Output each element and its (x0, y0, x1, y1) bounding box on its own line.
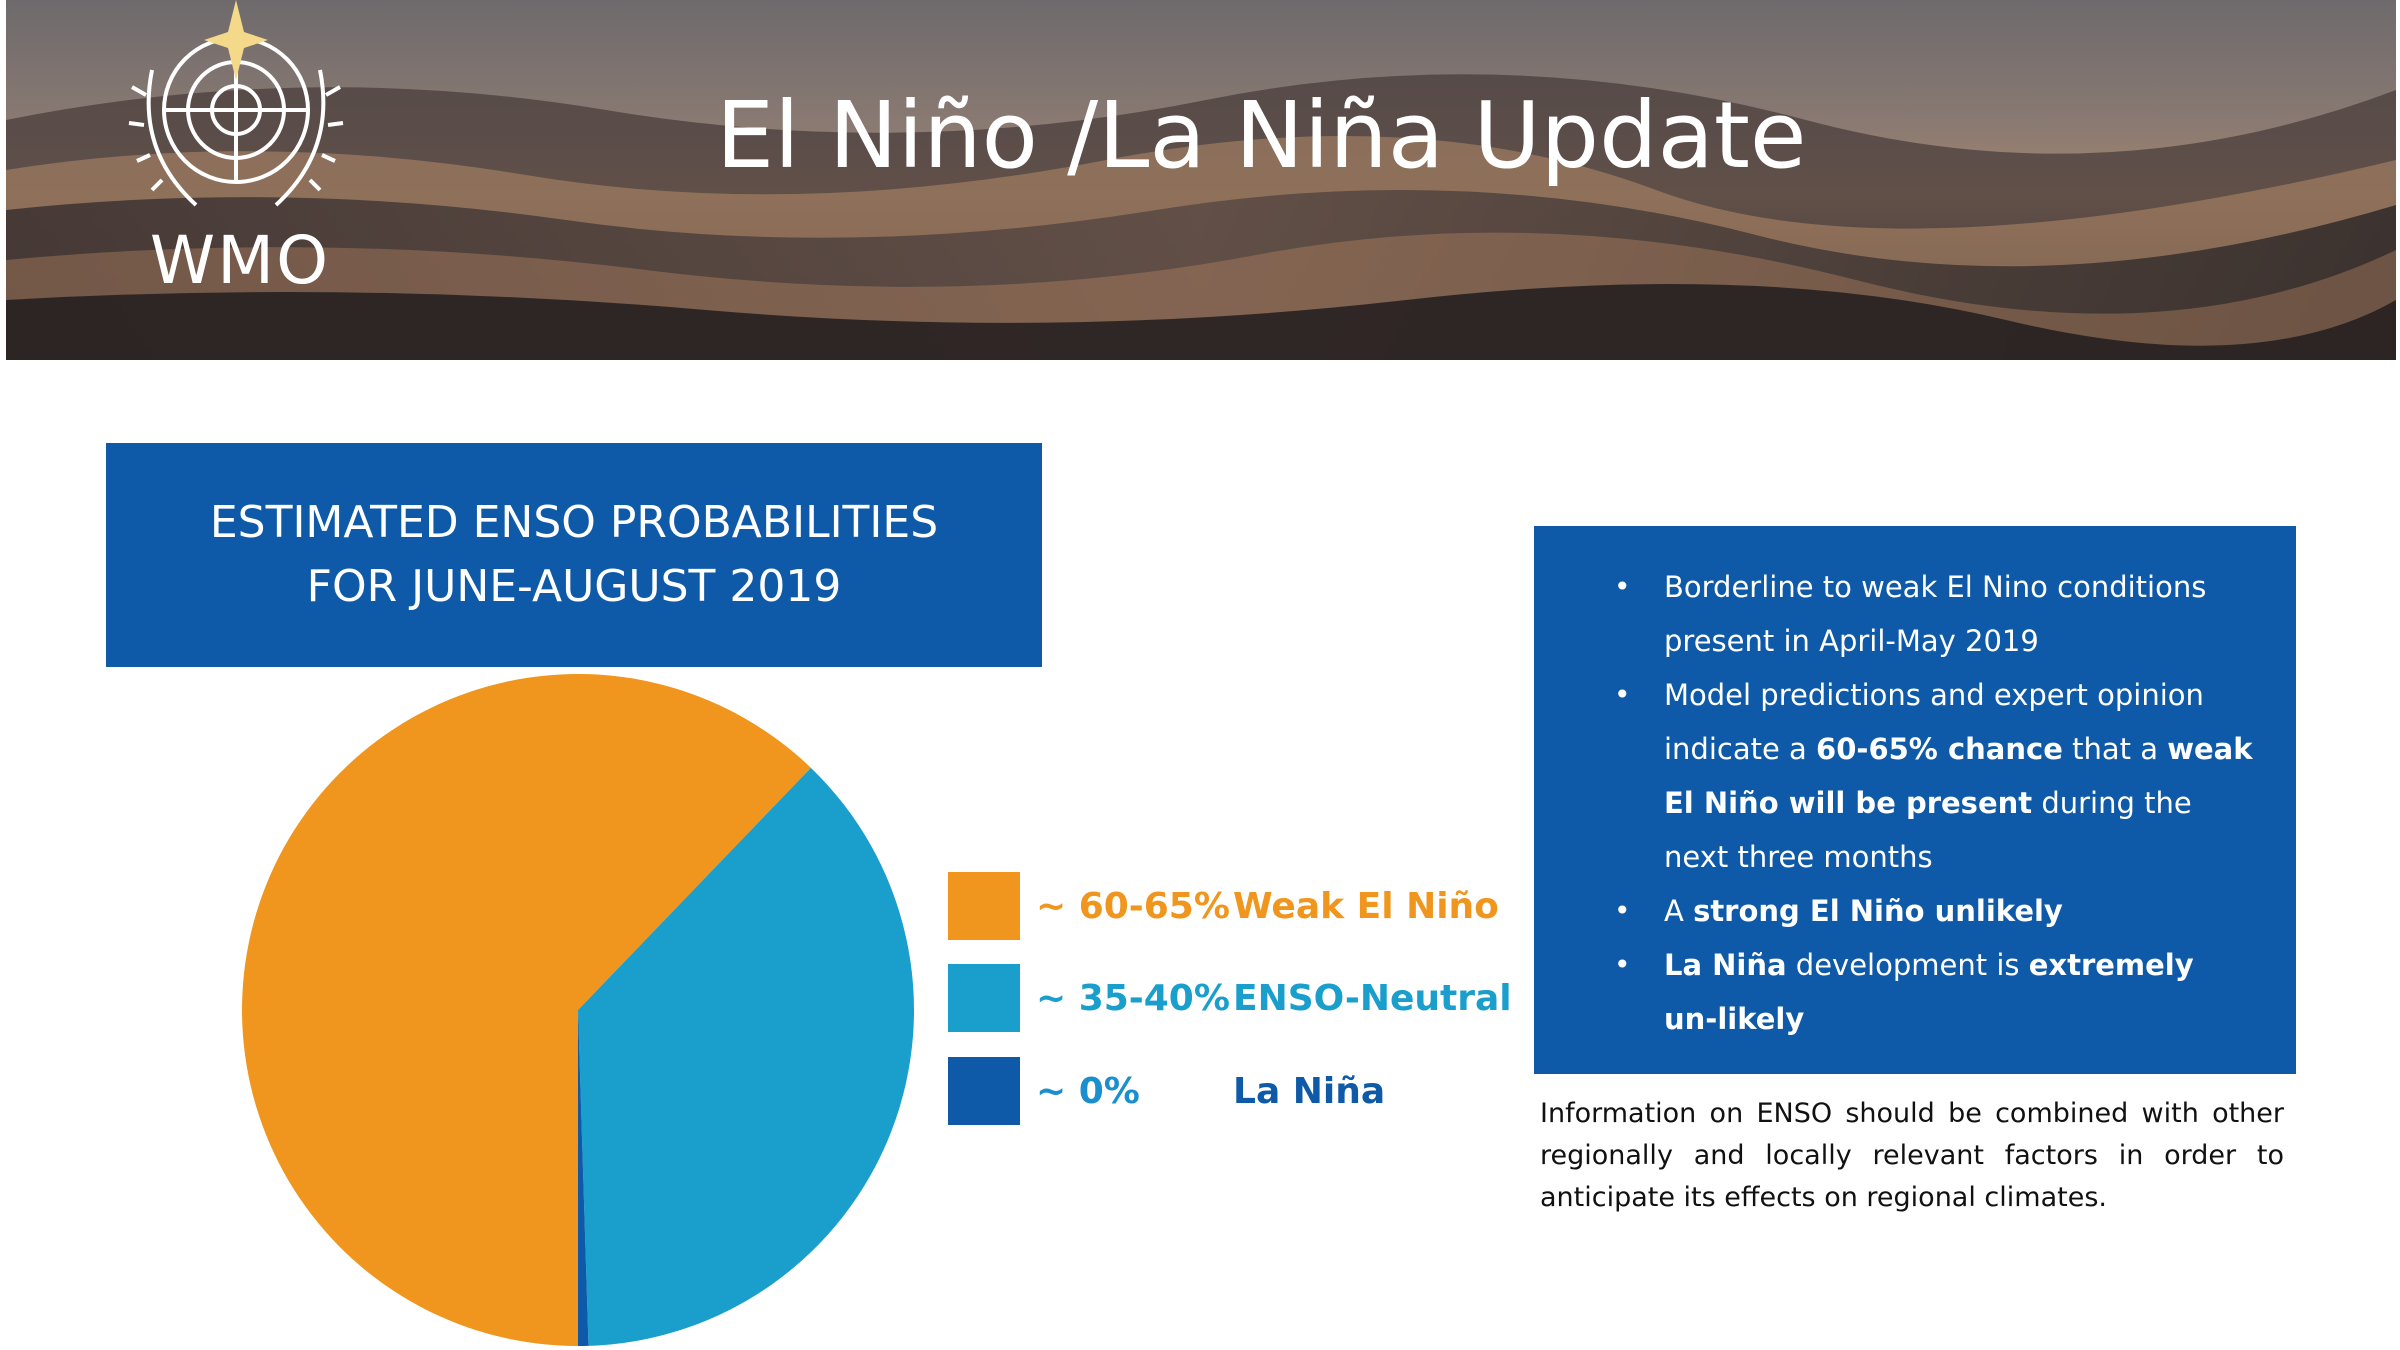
legend-swatch-la-nina (948, 1057, 1020, 1125)
summary-bullet-text: La Niña (1664, 948, 1787, 982)
summary-bullet-list: Borderline to weak El Nino conditions pr… (1570, 560, 2256, 1046)
pie-slice-weak-el-ni-o (242, 674, 811, 1346)
summary-bullet-text: during the next three months (1664, 786, 2192, 874)
summary-bullet-text: A (1664, 894, 1694, 928)
summary-bullet: La Niña development is extremely un-like… (1570, 938, 2256, 1046)
legend-value-neutral: ~ 35-40% (1036, 978, 1230, 1019)
page-title: El Niño /La Niña Update (716, 82, 1807, 189)
summary-bullet: A strong El Niño unlikely (1570, 884, 2256, 938)
legend-item-el-nino: ~ 60-65% Weak El Niño (948, 872, 1499, 940)
chart-title-line-1: ESTIMATED ENSO PROBABILITIES (209, 497, 939, 548)
legend-item-neutral: ~ 35-40% ENSO-Neutral (948, 964, 1512, 1032)
summary-bullet-text: 60-65% chance (1816, 732, 2063, 766)
enso-note: Information on ENSO should be combined w… (1540, 1098, 2284, 1213)
enso-pie-chart (242, 674, 915, 1346)
wmo-logo-text: WMO (149, 222, 331, 299)
chart-title-box: ESTIMATED ENSO PROBABILITIES FOR JUNE-AU… (106, 443, 1042, 667)
legend-value-la-nina: ~ 0% (1036, 1071, 1140, 1112)
legend-swatch-el-nino (948, 872, 1020, 940)
summary-bullet-text: Model predictions and expert opinion ind… (1664, 678, 2204, 766)
legend-label-la-nina: La Niña (1233, 1071, 1386, 1112)
summary-bullet-text: weak El Niño will be present (1664, 732, 2253, 820)
summary-bullet-text: extremely un-likely (1664, 948, 2194, 1036)
header-banner: WMO El Niño /La Niña Update (6, 0, 2396, 360)
summary-bullet-text: strong El Niño unlikely (1693, 894, 2063, 928)
un-wmo-emblem-icon (128, 0, 344, 207)
pie-slice-enso-neutral (578, 767, 915, 1346)
legend-item-la-nina: ~ 0% La Niña (948, 1057, 1385, 1125)
legend-swatch-neutral (948, 964, 1020, 1032)
summary-box: Borderline to weak El Nino conditions pr… (1534, 526, 2296, 1074)
ocean-wave-image (6, 0, 2396, 360)
summary-bullet-text: that a (2062, 732, 2168, 766)
pie-slice-la-ni-a (578, 1010, 589, 1346)
summary-bullet: Borderline to weak El Nino conditions pr… (1570, 560, 2256, 668)
legend-value-el-nino: ~ 60-65% (1036, 886, 1230, 927)
legend-label-neutral: ENSO-Neutral (1233, 978, 1512, 1019)
legend-label-el-nino: Weak El Niño (1233, 886, 1499, 927)
summary-bullet: Model predictions and expert opinion ind… (1570, 668, 2256, 884)
summary-bullet-text: development is (1786, 948, 2029, 982)
chart-title-line-2: FOR JUNE-AUGUST 2019 (306, 561, 842, 612)
summary-bullet-text: Borderline to weak El Nino conditions pr… (1664, 570, 2207, 658)
